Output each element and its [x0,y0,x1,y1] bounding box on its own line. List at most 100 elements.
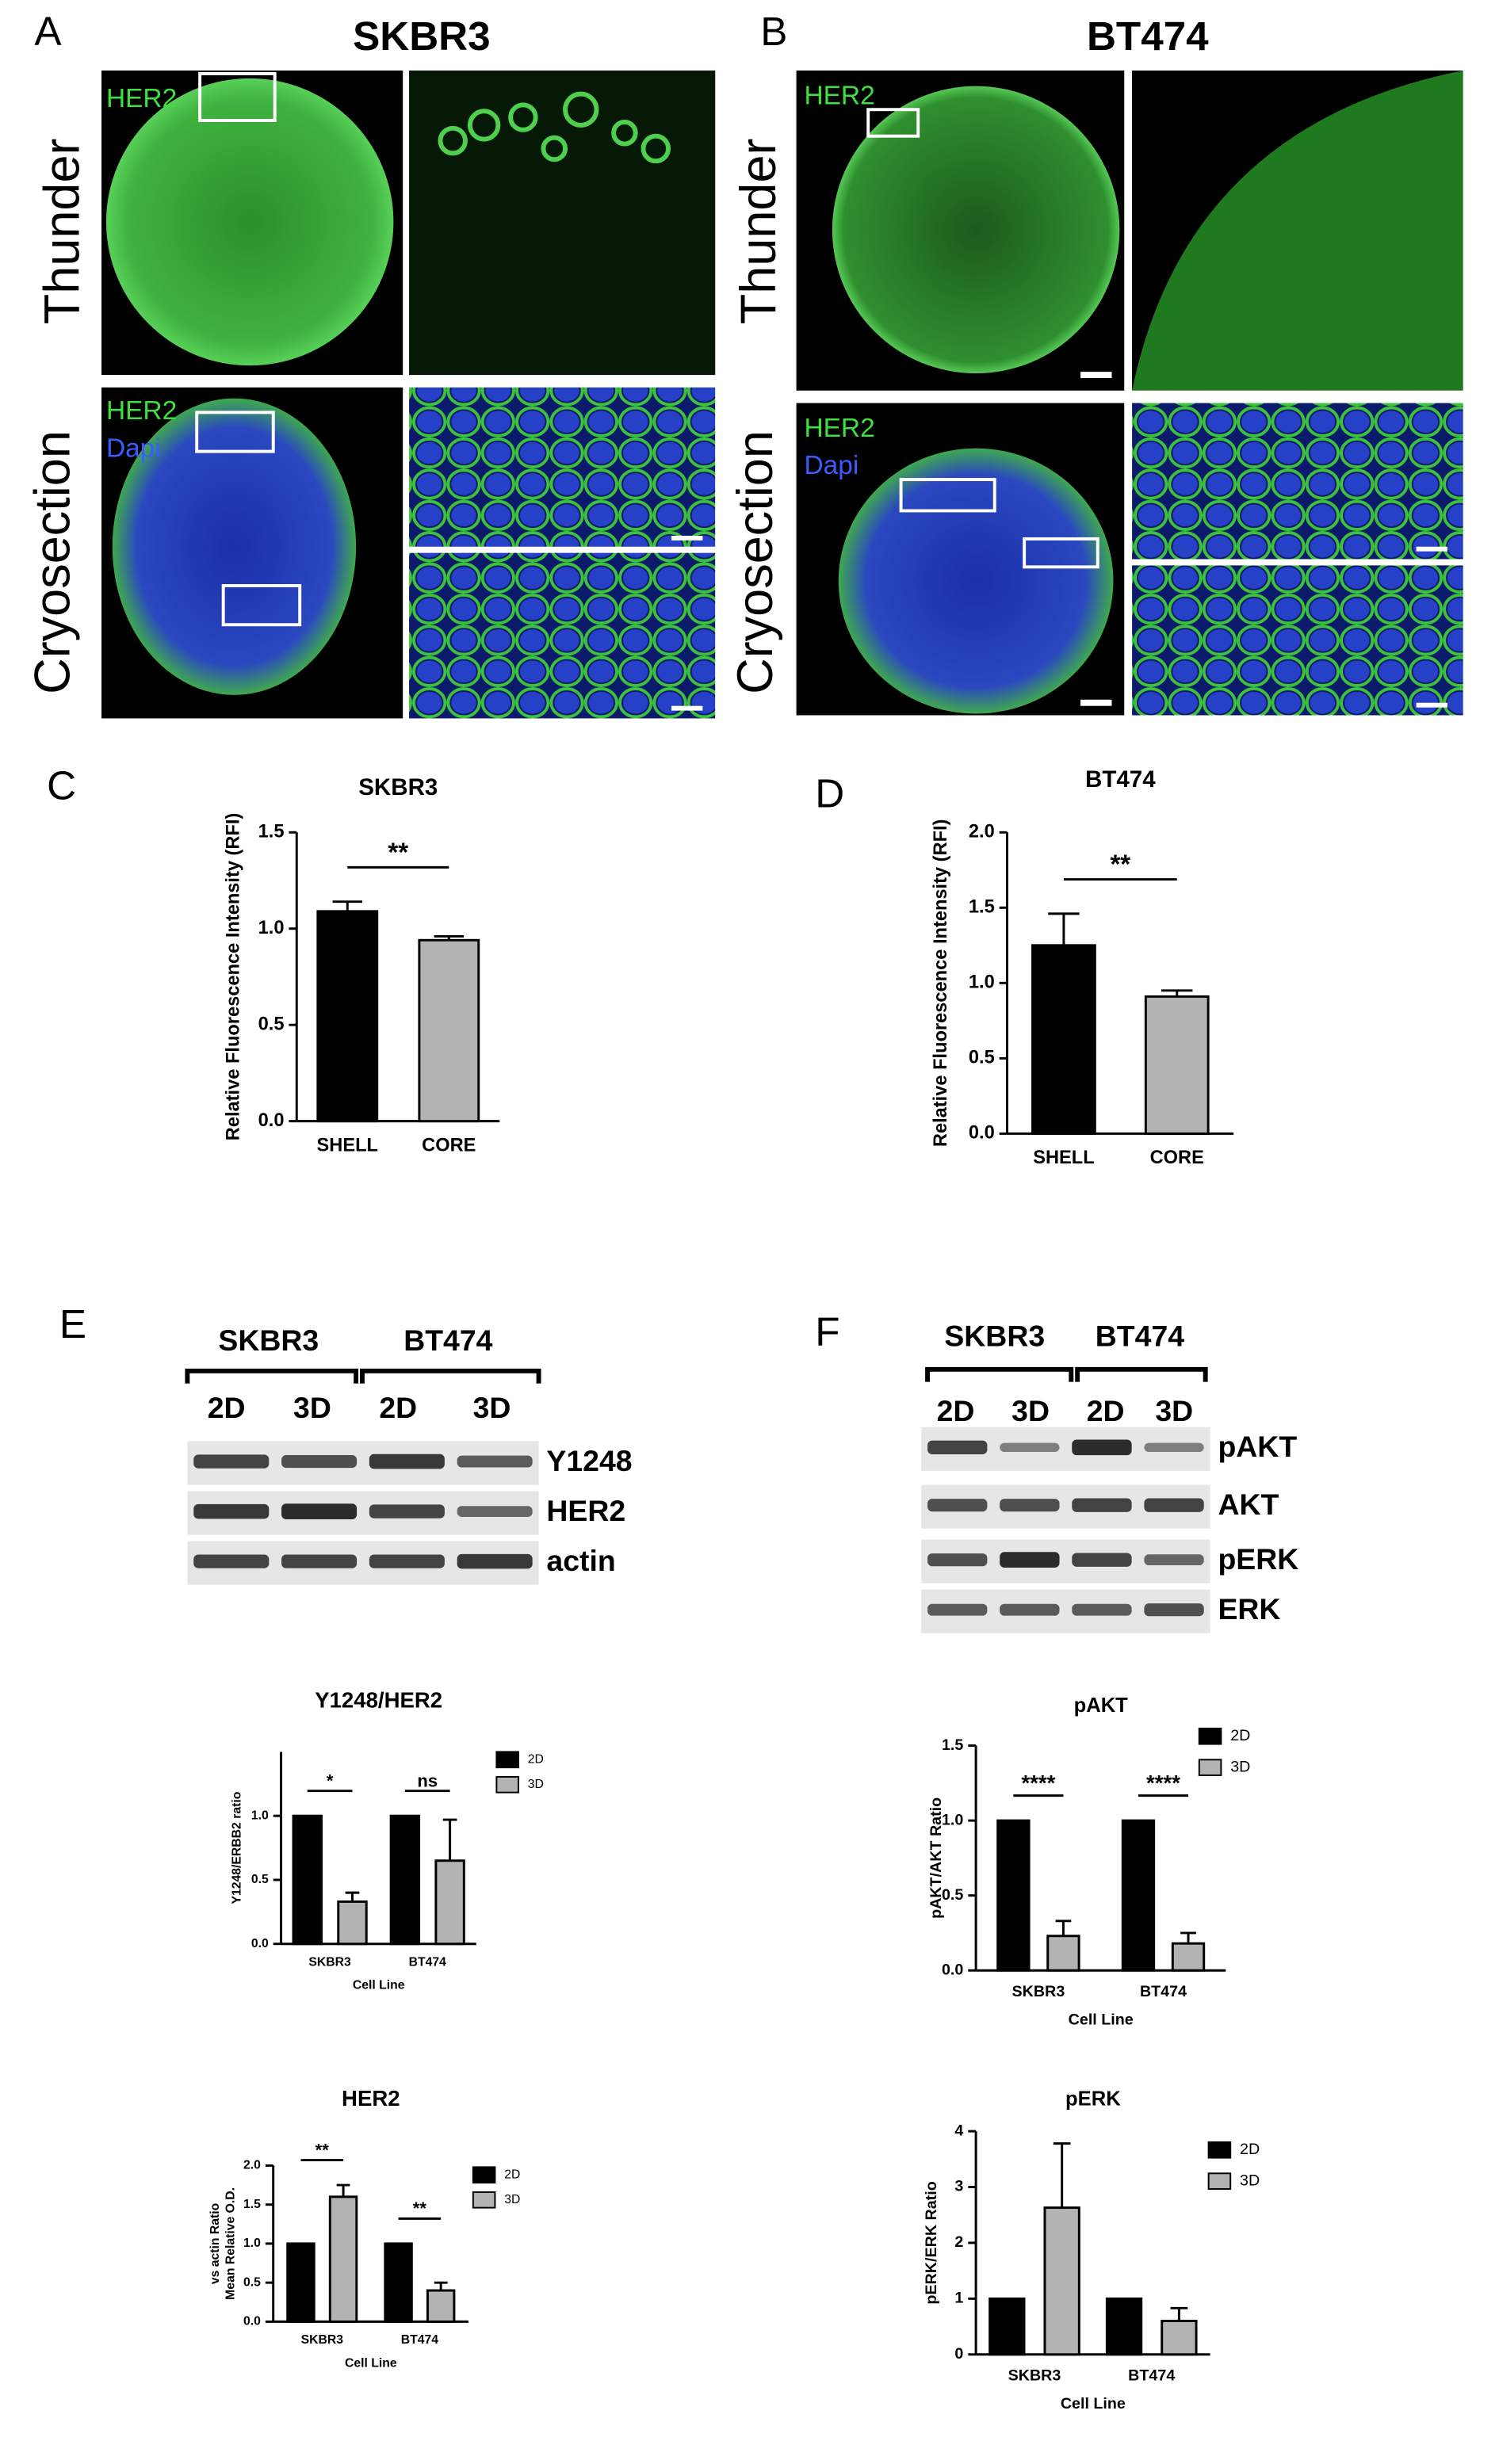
y-tick-label: 1.5 [942,1736,963,1754]
error-bar [1053,2142,1071,2208]
blot-band [1000,1442,1060,1453]
y-axis-label: Y1248/ERBB2 ratio [231,1792,244,1904]
bracket [360,1368,541,1384]
y-tick-label: 1.5 [243,2198,261,2211]
x-axis-label: Cell Line [353,1979,405,1992]
x-tick-label: SHELL [317,1135,378,1156]
y-tick-label: 3 [954,2178,963,2195]
stain-label: HER2 [804,81,874,110]
chart-title: BT474 [1085,766,1156,793]
y-tick-label: 4 [954,2122,963,2139]
cell-line-label: SKBR3 [944,1319,1045,1352]
image-title: BT474 [1087,13,1209,59]
condition-label: 3D [293,1391,331,1424]
bar [1171,1942,1206,1972]
legend-swatch [472,2191,496,2209]
stain-label: HER2 [804,414,874,443]
legend-swatch [1207,2172,1232,2190]
error-bar [1048,912,1080,945]
blot-band [1144,1554,1204,1566]
bar [1031,944,1096,1135]
bar [328,2195,358,2323]
blot-band [281,1503,358,1519]
band-label: pERK [1218,1542,1298,1576]
band-label: Y1248 [546,1444,632,1477]
bar [1046,1935,1080,1972]
x-tick-label: BT474 [1128,2367,1175,2385]
condition-label: 2D [208,1391,246,1424]
y-tick-label: 0.0 [243,2315,261,2328]
bar [426,2289,456,2323]
x-tick-label: SKBR3 [308,1956,351,1969]
bar [1121,1819,1156,1972]
x-tick-label: BT474 [401,2333,439,2347]
blot-band [1072,1439,1132,1456]
blot-band [369,1554,445,1568]
x-axis-label: Cell Line [345,2356,397,2370]
condition-label: 2D [1087,1394,1125,1427]
bar [337,1900,368,1946]
chart-title: pERK [1065,2088,1121,2110]
bar [292,1814,323,1946]
y-axis-label: Relative Fluorescence Intensity (RFI) [931,819,951,1148]
y-axis-label: pERK/ERK Ratio [923,2181,940,2304]
significance-label: ** [413,2198,427,2218]
blot-band [927,1553,988,1567]
blot-band [193,1554,270,1568]
blot-band [1072,1603,1132,1616]
blot-band [281,1554,358,1568]
error-bar [332,900,362,911]
y-axis-label: vs actin Ratio [208,2203,222,2284]
row-label: Thunder [34,139,90,325]
y-tick-label: 1.0 [969,972,995,993]
significance-label: **** [1146,1771,1180,1795]
significance-label: ** [315,2140,330,2160]
row-label: Cryosection [728,430,783,694]
y-tick-label: 0.0 [251,1937,269,1950]
error-bar [434,934,465,941]
significance-label: * [327,1771,334,1790]
y-tick-label: 2.0 [243,2159,261,2172]
legend-label: 3D [1230,1758,1250,1775]
blot-band [927,1603,988,1616]
y-tick-label: 1 [954,2290,963,2307]
band-label: ERK [1218,1592,1280,1625]
blot-band [369,1454,445,1469]
x-tick-label: BT474 [409,1956,447,1969]
x-tick-label: CORE [1150,1148,1204,1168]
band-label: pAKT [1218,1430,1297,1463]
x-tick-label: BT474 [1140,1983,1187,2000]
bar [316,910,379,1123]
legend-swatch [1207,2141,1232,2159]
panel-label: B [760,9,787,54]
y-tick-label: 0.5 [942,1886,963,1904]
y-tick-label: 1.5 [969,897,995,918]
condition-label: 2D [379,1391,417,1424]
bar [996,1819,1031,1972]
y-tick-label: 0.0 [969,1123,995,1144]
condition-label: 3D [1011,1394,1050,1427]
significance-label: ns [417,1771,438,1790]
y-tick-label: 0.0 [942,1961,963,1978]
panel-label: D [815,770,844,816]
legend-label: 3D [504,2193,520,2206]
bar [1161,2320,1198,2356]
stain-label: HER2 [106,84,177,113]
legend-label: 3D [528,1778,544,1791]
error-bar [1055,1920,1072,1936]
y-tick-label: 0 [954,2345,963,2363]
band-label: actin [546,1544,615,1577]
y-tick-label: 1.0 [243,2237,261,2250]
bar [1043,2206,1080,2356]
y-tick-label: 0.5 [258,1014,285,1034]
blot-band [1144,1603,1204,1617]
row-label: Thunder [731,139,786,325]
blot-band [281,1454,358,1469]
blot-band [193,1454,270,1469]
y-axis-label: Mean Relative O.D. [224,2187,238,2300]
chart-title: Y1248/HER2 [315,1688,442,1713]
legend-label: 2D [528,1752,544,1766]
error-bar [1180,1931,1196,1944]
legend-label: 2D [1230,1727,1250,1744]
